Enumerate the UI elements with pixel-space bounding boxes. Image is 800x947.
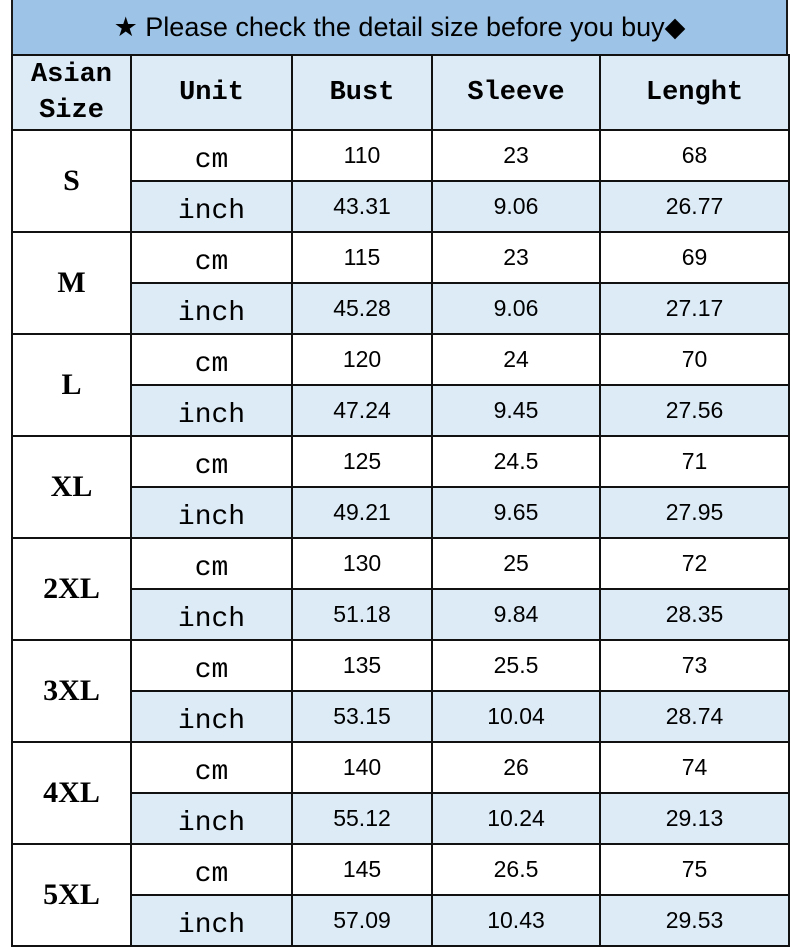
bust-cell: 43.31 <box>291 180 433 233</box>
length-cell: 69 <box>599 231 790 284</box>
table-row-m-inch: inch 45.28 9.06 27.17 <box>12 282 790 335</box>
bust-cell: 145 <box>291 843 433 896</box>
bust-cell: 45.28 <box>291 282 433 335</box>
sleeve-cell: 9.65 <box>431 486 601 539</box>
table-row-3xl-cm: 3XL cm 135 25.5 73 <box>11 639 790 743</box>
sleeve-cell: 10.24 <box>431 792 601 845</box>
bust-cell: 135 <box>291 639 433 692</box>
unit-cell: inch <box>130 282 293 335</box>
sleeve-cell: 24.5 <box>431 435 601 488</box>
sleeve-cell: 26 <box>431 741 601 794</box>
length-cell: 27.17 <box>599 282 790 335</box>
header-unit: Unit <box>130 54 293 131</box>
unit-cell: cm <box>130 435 293 488</box>
bust-cell: 125 <box>291 435 433 488</box>
bust-cell: 55.12 <box>291 792 433 845</box>
length-cell: 29.13 <box>599 792 790 845</box>
sleeve-cell: 10.04 <box>431 690 601 743</box>
unit-cell: cm <box>130 333 293 386</box>
unit-cell: inch <box>130 486 293 539</box>
header-row: Asian Size Unit Bust Sleeve Lenght <box>11 54 790 131</box>
unit-cell: inch <box>130 588 293 641</box>
table-row-2xl-inch: inch 51.18 9.84 28.35 <box>12 588 790 641</box>
size-label: S <box>11 129 132 233</box>
length-cell: 71 <box>599 435 790 488</box>
bust-cell: 120 <box>291 333 433 386</box>
unit-cell: inch <box>130 180 293 233</box>
unit-cell: inch <box>130 792 293 845</box>
sleeve-cell: 23 <box>431 231 601 284</box>
unit-cell: inch <box>130 894 293 947</box>
sleeve-cell: 9.06 <box>431 180 601 233</box>
sleeve-cell: 25.5 <box>431 639 601 692</box>
size-chart: ★ Please check the detail size before yo… <box>11 0 790 947</box>
bust-cell: 57.09 <box>291 894 433 947</box>
unit-cell: cm <box>130 843 293 896</box>
sleeve-cell: 26.5 <box>431 843 601 896</box>
length-cell: 73 <box>599 639 790 692</box>
unit-cell: cm <box>130 639 293 692</box>
length-cell: 26.77 <box>599 180 790 233</box>
unit-cell: inch <box>130 384 293 437</box>
unit-cell: cm <box>130 537 293 590</box>
size-label: 4XL <box>11 741 132 845</box>
sleeve-cell: 9.45 <box>431 384 601 437</box>
length-cell: 75 <box>599 843 790 896</box>
table-row-s-inch: inch 43.31 9.06 26.77 <box>12 180 790 233</box>
sleeve-cell: 25 <box>431 537 601 590</box>
length-cell: 28.74 <box>599 690 790 743</box>
length-cell: 74 <box>599 741 790 794</box>
table-row-2xl-cm: 2XL cm 130 25 72 <box>11 537 790 641</box>
header-asian-size: Asian Size <box>11 54 132 131</box>
table-row-5xl-cm: 5XL cm 145 26.5 75 <box>11 843 790 947</box>
unit-cell: cm <box>130 231 293 284</box>
table-row-3xl-inch: inch 53.15 10.04 28.74 <box>12 690 790 743</box>
sleeve-cell: 23 <box>431 129 601 182</box>
size-label: M <box>11 231 132 335</box>
size-label: 2XL <box>11 537 132 641</box>
sleeve-cell: 9.84 <box>431 588 601 641</box>
size-label: L <box>11 333 132 437</box>
sleeve-cell: 9.06 <box>431 282 601 335</box>
bust-cell: 53.15 <box>291 690 433 743</box>
size-label: 3XL <box>11 639 132 743</box>
table-row-xl-cm: XL cm 125 24.5 71 <box>11 435 790 539</box>
table-row-xl-inch: inch 49.21 9.65 27.95 <box>12 486 790 539</box>
length-cell: 28.35 <box>599 588 790 641</box>
bust-cell: 130 <box>291 537 433 590</box>
length-cell: 70 <box>599 333 790 386</box>
header-bust: Bust <box>291 54 433 131</box>
unit-cell: cm <box>130 741 293 794</box>
length-cell: 72 <box>599 537 790 590</box>
size-label: 5XL <box>11 843 132 947</box>
table-row-l-inch: inch 47.24 9.45 27.56 <box>12 384 790 437</box>
bust-cell: 115 <box>291 231 433 284</box>
length-cell: 68 <box>599 129 790 182</box>
bust-cell: 51.18 <box>291 588 433 641</box>
bust-cell: 49.21 <box>291 486 433 539</box>
header-length: Lenght <box>599 54 790 131</box>
table-row-4xl-cm: 4XL cm 140 26 74 <box>11 741 790 845</box>
bust-cell: 110 <box>291 129 433 182</box>
unit-cell: inch <box>130 690 293 743</box>
bust-cell: 47.24 <box>291 384 433 437</box>
chart-title: ★ Please check the detail size before yo… <box>11 0 788 54</box>
length-cell: 27.56 <box>599 384 790 437</box>
sleeve-cell: 10.43 <box>431 894 601 947</box>
length-cell: 29.53 <box>599 894 790 947</box>
size-label: XL <box>11 435 132 539</box>
bust-cell: 140 <box>291 741 433 794</box>
sleeve-cell: 24 <box>431 333 601 386</box>
header-sleeve: Sleeve <box>431 54 601 131</box>
length-cell: 27.95 <box>599 486 790 539</box>
unit-cell: cm <box>130 129 293 182</box>
